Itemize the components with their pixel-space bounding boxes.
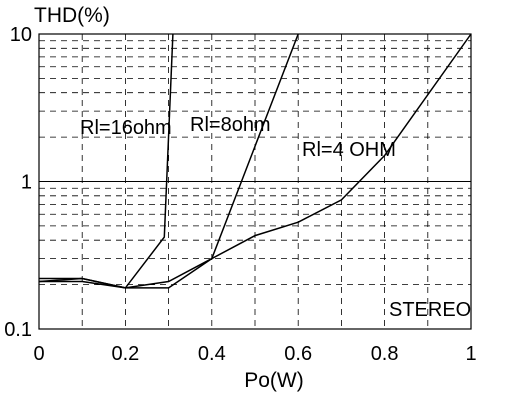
x-axis-label: Po(W): [244, 369, 304, 392]
stereo-annotation: STEREO: [389, 299, 471, 321]
grid: [39, 34, 471, 329]
x-tick-label: 0.6: [284, 343, 312, 365]
series-group: [38, 33, 472, 289]
series-label-rl-16ohm: Rl=16ohm: [80, 117, 172, 139]
y-tick-label: 10: [10, 24, 32, 46]
series-line-1: [38, 33, 299, 289]
y-tick-label: 1: [21, 172, 32, 194]
x-tick-label: 0.2: [111, 343, 139, 365]
x-tick-label: 0.4: [198, 343, 226, 365]
tick-labels: 0 0.2 0.4 0.6 0.8 1 0.1 1 10: [4, 24, 476, 365]
series-label-rl-4ohm: Rl=4 OHM: [302, 139, 396, 161]
y-tick-label: 0.1: [4, 319, 32, 341]
x-tick-label: 0.8: [371, 343, 399, 365]
plot-frame: [38, 33, 472, 330]
series-line-2: [39, 33, 472, 289]
x-tick-label: 0: [33, 343, 44, 365]
x-tick-label: 1: [465, 343, 476, 365]
y-axis-label: THD(%): [34, 4, 110, 27]
series-line-0: [39, 33, 174, 289]
series-label-rl-8ohm: Rl=8ohm: [190, 114, 271, 136]
